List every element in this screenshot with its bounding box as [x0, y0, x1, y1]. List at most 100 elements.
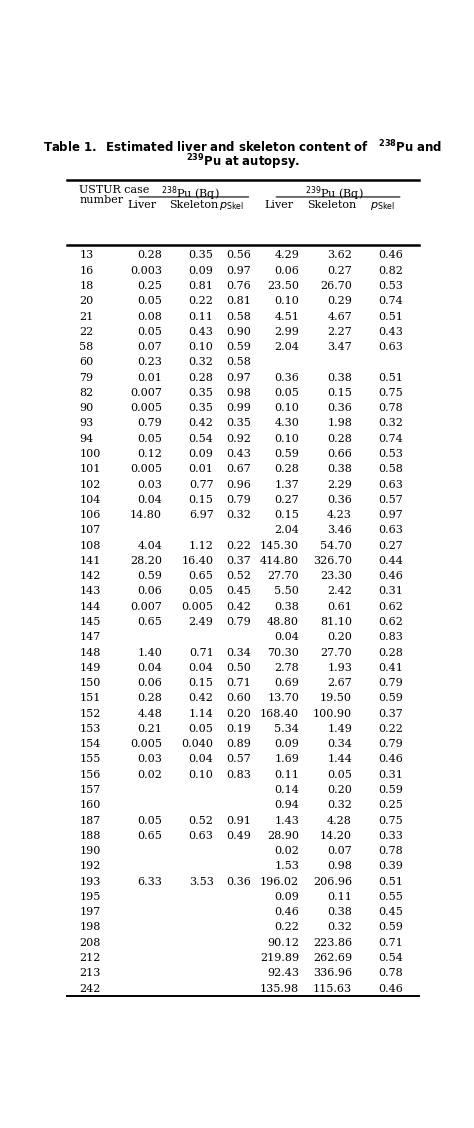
Text: 0.45: 0.45	[378, 907, 403, 917]
Text: 0.20: 0.20	[327, 785, 352, 795]
Text: 0.005: 0.005	[130, 465, 162, 474]
Text: 0.63: 0.63	[378, 526, 403, 536]
Text: 0.14: 0.14	[274, 785, 299, 795]
Text: 101: 101	[80, 465, 101, 474]
Text: 0.78: 0.78	[378, 403, 403, 413]
Text: 223.86: 223.86	[313, 937, 352, 948]
Text: 1.93: 1.93	[327, 663, 352, 672]
Text: 0.81: 0.81	[189, 281, 213, 291]
Text: 0.32: 0.32	[378, 418, 403, 429]
Text: 27.70: 27.70	[267, 571, 299, 581]
Text: 1.49: 1.49	[327, 724, 352, 734]
Text: 0.71: 0.71	[189, 647, 213, 658]
Text: 187: 187	[80, 816, 100, 826]
Text: 206.96: 206.96	[313, 876, 352, 887]
Text: 1.53: 1.53	[274, 862, 299, 872]
Text: 14.80: 14.80	[130, 510, 162, 520]
Text: 0.37: 0.37	[378, 708, 403, 719]
Text: 0.62: 0.62	[378, 601, 403, 611]
Text: 0.65: 0.65	[137, 831, 162, 840]
Text: 0.54: 0.54	[189, 433, 213, 443]
Text: 18: 18	[80, 281, 94, 291]
Text: 21: 21	[80, 311, 94, 321]
Text: 0.36: 0.36	[227, 876, 251, 887]
Text: 0.22: 0.22	[227, 540, 251, 550]
Text: 0.98: 0.98	[227, 388, 251, 398]
Text: 0.97: 0.97	[227, 372, 251, 382]
Text: 0.82: 0.82	[378, 266, 403, 275]
Text: 2.04: 2.04	[274, 342, 299, 352]
Text: 3.62: 3.62	[327, 250, 352, 261]
Text: 0.83: 0.83	[227, 769, 251, 779]
Text: 151: 151	[80, 694, 101, 704]
Text: 0.20: 0.20	[327, 633, 352, 642]
Text: 414.80: 414.80	[260, 556, 299, 566]
Text: 0.07: 0.07	[327, 846, 352, 856]
Text: 4.30: 4.30	[274, 418, 299, 429]
Text: 168.40: 168.40	[260, 708, 299, 719]
Text: 0.38: 0.38	[327, 907, 352, 917]
Text: 149: 149	[80, 663, 101, 672]
Text: 2.27: 2.27	[327, 327, 352, 337]
Text: 195: 195	[80, 892, 101, 902]
Text: 2.99: 2.99	[274, 327, 299, 337]
Text: 0.58: 0.58	[227, 358, 251, 368]
Text: 0.62: 0.62	[378, 617, 403, 627]
Text: 0.10: 0.10	[274, 403, 299, 413]
Text: 0.25: 0.25	[137, 281, 162, 291]
Text: 0.09: 0.09	[274, 892, 299, 902]
Text: 0.29: 0.29	[327, 297, 352, 306]
Text: 4.67: 4.67	[327, 311, 352, 321]
Text: 0.34: 0.34	[227, 647, 251, 658]
Text: 0.35: 0.35	[189, 403, 213, 413]
Text: 0.59: 0.59	[378, 923, 403, 933]
Text: 1.12: 1.12	[189, 540, 213, 550]
Text: 0.05: 0.05	[137, 297, 162, 306]
Text: 0.22: 0.22	[274, 923, 299, 933]
Text: 0.07: 0.07	[137, 342, 162, 352]
Text: 0.63: 0.63	[378, 479, 403, 490]
Text: 0.35: 0.35	[227, 418, 251, 429]
Text: 0.27: 0.27	[378, 540, 403, 550]
Text: 0.36: 0.36	[327, 495, 352, 505]
Text: 0.79: 0.79	[378, 739, 403, 749]
Text: 0.04: 0.04	[137, 495, 162, 505]
Text: 0.007: 0.007	[130, 388, 162, 398]
Text: 0.94: 0.94	[274, 800, 299, 810]
Text: Skeleton: Skeleton	[169, 200, 218, 210]
Text: 54.70: 54.70	[320, 540, 352, 550]
Text: 0.09: 0.09	[189, 266, 213, 275]
Text: 0.46: 0.46	[378, 571, 403, 581]
Text: 0.50: 0.50	[227, 663, 251, 672]
Text: 0.55: 0.55	[378, 892, 403, 902]
Text: 0.08: 0.08	[137, 311, 162, 321]
Text: 0.78: 0.78	[378, 846, 403, 856]
Text: 0.77: 0.77	[189, 479, 213, 490]
Text: 0.005: 0.005	[130, 739, 162, 749]
Text: 0.31: 0.31	[378, 587, 403, 597]
Text: 0.05: 0.05	[189, 587, 213, 597]
Text: 0.42: 0.42	[189, 418, 213, 429]
Text: 0.03: 0.03	[137, 755, 162, 765]
Text: 22: 22	[80, 327, 94, 337]
Text: 147: 147	[80, 633, 100, 642]
Text: 0.42: 0.42	[227, 601, 251, 611]
Text: 0.05: 0.05	[274, 388, 299, 398]
Text: 0.60: 0.60	[227, 694, 251, 704]
Text: 102: 102	[80, 479, 101, 490]
Text: $\mathbf{^{239}Pu\ at\ autopsy.}$: $\mathbf{^{239}Pu\ at\ autopsy.}$	[186, 152, 300, 171]
Text: 0.11: 0.11	[327, 892, 352, 902]
Text: 6.33: 6.33	[137, 876, 162, 887]
Text: 4.29: 4.29	[274, 250, 299, 261]
Text: 13: 13	[80, 250, 94, 261]
Text: 4.28: 4.28	[327, 816, 352, 826]
Text: 93: 93	[80, 418, 94, 429]
Text: 92.43: 92.43	[267, 968, 299, 978]
Text: 0.96: 0.96	[227, 479, 251, 490]
Text: $^{239}$Pu (Bq): $^{239}$Pu (Bq)	[305, 185, 364, 203]
Text: 0.54: 0.54	[378, 953, 403, 963]
Text: 142: 142	[80, 571, 101, 581]
Text: 219.89: 219.89	[260, 953, 299, 963]
Text: 0.43: 0.43	[227, 449, 251, 459]
Text: 0.28: 0.28	[327, 433, 352, 443]
